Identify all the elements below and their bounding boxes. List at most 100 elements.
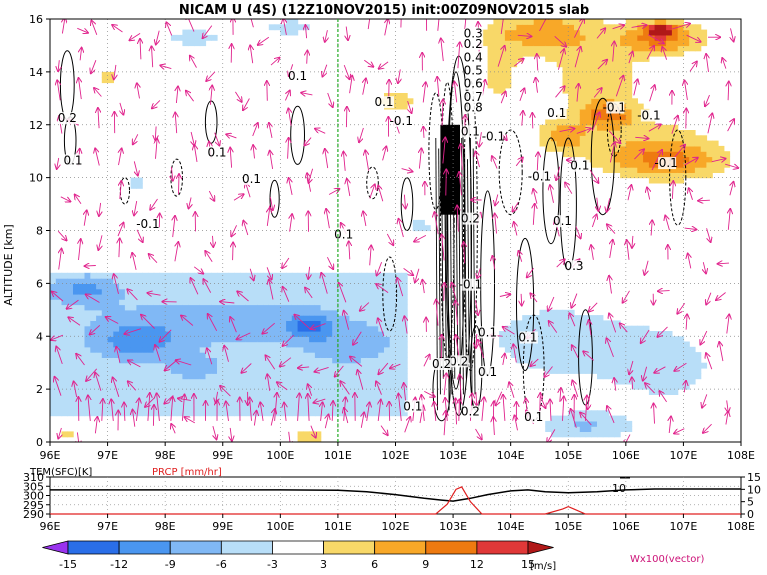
shade-cell [608, 56, 615, 62]
shade-cell [182, 304, 189, 311]
shade-cell [251, 394, 258, 401]
shade-cell [142, 331, 149, 337]
shade-cell [78, 272, 86, 279]
shade-cell [660, 24, 667, 31]
shade-cell [113, 373, 120, 380]
shade-cell [303, 331, 310, 337]
wind-vector [283, 287, 290, 302]
shade-cell [533, 29, 541, 36]
wind-vector [206, 71, 216, 81]
shade-cell [625, 357, 633, 364]
wind-vector [424, 390, 435, 396]
shade-cell [378, 299, 385, 306]
wind-vector [503, 354, 505, 365]
shade-cell [372, 357, 379, 364]
wind-vector [360, 302, 370, 311]
surface-left-tick-label: 300 [23, 490, 44, 503]
shade-cell [620, 45, 627, 52]
wind-vectors [51, 19, 738, 442]
wind-vector [246, 183, 251, 198]
shade-cell [130, 299, 137, 306]
shade-cell [597, 336, 604, 343]
shade-cell [199, 357, 207, 364]
shade-cell [61, 399, 68, 406]
shade-cell [355, 394, 362, 401]
wind-vector [326, 257, 333, 269]
shade-cell [332, 299, 339, 306]
shade-cell [165, 399, 172, 406]
shade-cell [136, 304, 143, 311]
shade-cell [136, 293, 143, 300]
shade-cell [648, 346, 656, 353]
shade-cell [211, 299, 218, 306]
shade-cell [395, 389, 402, 395]
shade-cell [337, 325, 345, 332]
contour-line [516, 237, 535, 372]
shade-cell [55, 315, 63, 321]
shade-cell [159, 373, 166, 380]
contour-line [669, 129, 687, 226]
shade-cell [234, 309, 241, 316]
shade-cell [78, 368, 86, 374]
shade-cell [620, 93, 627, 99]
wind-vector [436, 300, 438, 326]
shade-cell [176, 399, 184, 406]
shade-cell [389, 331, 397, 337]
shade-cell [504, 45, 512, 52]
shade-cell [222, 293, 230, 300]
shade-cell [61, 368, 68, 374]
wind-vector [689, 62, 697, 72]
shade-cell [527, 45, 535, 52]
shade-cell [211, 378, 218, 385]
wind-vector [403, 268, 414, 275]
wind-vector [174, 242, 178, 262]
wind-vector [220, 302, 235, 303]
shade-cell [67, 336, 74, 343]
wind-vector [57, 157, 59, 169]
shade-cell [360, 352, 368, 358]
shade-cell [119, 336, 126, 343]
shade-cell [395, 336, 402, 343]
shade-cell [602, 34, 610, 41]
shade-cell [597, 61, 604, 68]
contour-label-background [59, 112, 78, 125]
shade-cell [614, 341, 621, 348]
shade-cell [337, 352, 345, 358]
shade-cell [556, 431, 564, 438]
shade-cell [556, 45, 564, 52]
shade-cell [291, 309, 299, 316]
shade-cell [268, 320, 276, 327]
shade-cell [78, 320, 86, 327]
wind-vector [669, 417, 671, 434]
shade-cell [326, 293, 333, 300]
contour-label-background [65, 154, 83, 167]
shade-cell [107, 77, 114, 84]
shade-cell [119, 315, 126, 321]
wind-vector [549, 321, 558, 333]
wind-vector [571, 409, 577, 428]
shade-cell [142, 283, 149, 290]
shade-cell [533, 34, 541, 41]
shade-cell [614, 82, 621, 89]
shade-cell [504, 56, 512, 62]
wind-vector [398, 394, 401, 421]
shade-cell [683, 140, 690, 147]
shade-cell [320, 341, 327, 348]
shade-cell [165, 346, 172, 353]
contour-line [455, 148, 459, 363]
wind-vector [185, 417, 196, 424]
wind-vector [533, 189, 537, 204]
shade-cell [337, 336, 345, 343]
shade-cell [332, 357, 339, 364]
shade-cell [597, 77, 604, 84]
x-tick-label: 103E [439, 449, 467, 462]
shade-cell [286, 29, 293, 36]
shade-cell [136, 373, 143, 380]
shade-cell [211, 368, 218, 374]
vector-scale-label: Wx100(vector) [630, 554, 705, 565]
shade-cell [263, 304, 270, 311]
shade-cell [648, 378, 656, 385]
shade-cell [130, 378, 137, 385]
shade-cell [539, 34, 546, 41]
shade-cell [395, 357, 402, 364]
